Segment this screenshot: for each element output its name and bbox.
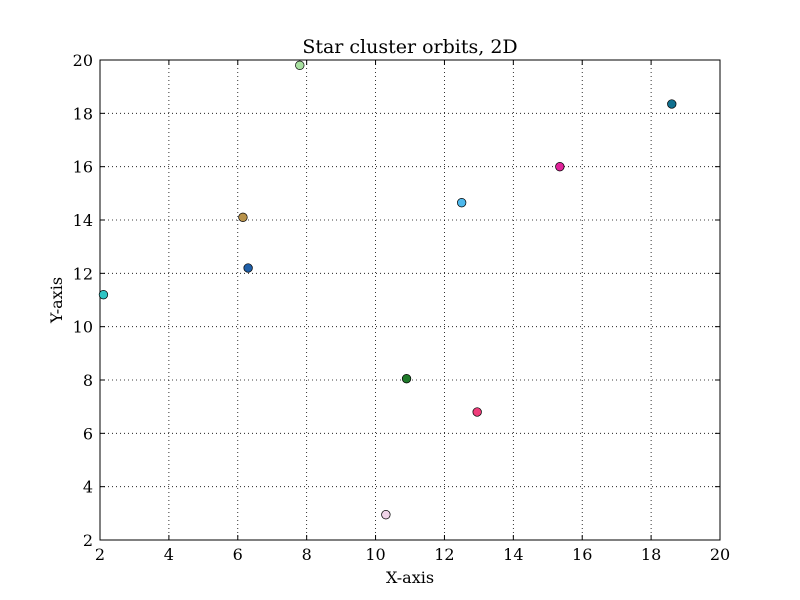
- y-tick-label: 18: [73, 104, 93, 123]
- x-tick-labels: 2 4 6 8 10 12 14 16 18 20: [95, 545, 730, 564]
- data-point: [98, 290, 109, 300]
- x-tick-label: 16: [572, 545, 592, 564]
- x-tick-label: 18: [641, 545, 661, 564]
- data-point: [295, 60, 305, 70]
- y-tick-label: 2: [83, 531, 93, 550]
- y-tick-labels: 2 4 6 8 10 12 14 16 18 20: [73, 51, 93, 550]
- x-tick-label: 14: [503, 545, 523, 564]
- x-tick-label: 10: [365, 545, 385, 564]
- data-point: [381, 510, 391, 520]
- x-tick-label: 12: [434, 545, 454, 564]
- y-tick-label: 12: [73, 264, 93, 283]
- x-tick-label: 20: [710, 545, 730, 564]
- data-point: [457, 198, 467, 208]
- data-point: [472, 407, 482, 417]
- y-axis-title: Y-axis: [47, 277, 66, 324]
- y-tick-label: 6: [83, 424, 93, 443]
- y-tick-label: 4: [83, 478, 93, 497]
- grid-lines: [100, 60, 720, 540]
- x-tick-label: 6: [233, 545, 243, 564]
- y-tick-label: 8: [83, 371, 93, 390]
- x-tick-label: 2: [95, 545, 105, 564]
- x-axis-title: X-axis: [386, 568, 434, 587]
- chart-title: Star cluster orbits, 2D: [302, 36, 517, 58]
- data-point: [667, 99, 677, 109]
- x-tick-label: 4: [164, 545, 174, 564]
- y-tick-label: 16: [73, 158, 93, 177]
- plot-area-background: [100, 60, 720, 540]
- plot-frame: [99, 59, 721, 541]
- y-tick-label: 10: [73, 318, 93, 337]
- x-tick-label: 8: [302, 545, 312, 564]
- data-points: [98, 60, 677, 520]
- data-point: [238, 212, 248, 222]
- y-tick-label: 14: [73, 211, 93, 230]
- data-point: [555, 162, 565, 172]
- data-point: [243, 263, 253, 273]
- y-tick-label: 20: [73, 51, 93, 70]
- data-point: [401, 374, 412, 384]
